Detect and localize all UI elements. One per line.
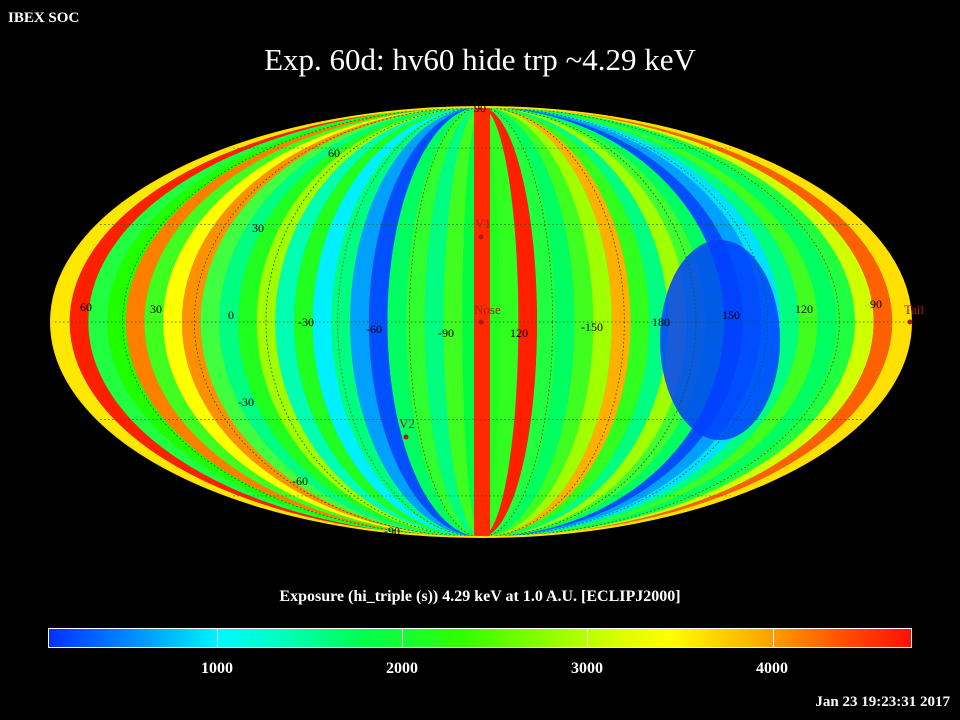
longitude-label: 60 <box>80 300 92 314</box>
svg-text:V1: V1 <box>475 216 491 231</box>
marker-v1: V1 <box>475 216 491 240</box>
colorbar-tick <box>217 629 218 647</box>
exposure-stripe <box>474 107 490 537</box>
longitude-label: 180 <box>652 315 670 329</box>
colorbar-label-3000: 3000 <box>571 660 603 677</box>
timestamp: Jan 23 19:23:31 2017 <box>815 694 950 710</box>
svg-text:Tail: Tail <box>904 302 924 317</box>
colorbar-tick <box>773 629 774 647</box>
longitude-label: 0 <box>228 308 234 322</box>
longitude-label: -90 <box>438 326 454 340</box>
latitude-label: 30 <box>252 221 264 235</box>
exposure-stripe <box>350 107 481 537</box>
exposure-stripe <box>481 107 612 537</box>
exposure-stripe <box>481 107 538 537</box>
latitude-label: -30 <box>238 395 254 409</box>
exposure-stripe <box>368 107 481 537</box>
exposure-stripe <box>387 107 481 537</box>
low-exposure-region <box>660 240 780 440</box>
longitude-label: -60 <box>366 322 382 336</box>
exposure-stripe <box>481 107 594 537</box>
exposure-stripe <box>481 107 556 537</box>
longitude-label: 150 <box>722 308 740 322</box>
map-stripes <box>51 107 911 537</box>
latitude-label: 60 <box>328 146 340 160</box>
colorbar-label-2000: 2000 <box>386 660 418 677</box>
exposure-stripe <box>406 107 481 537</box>
longitude-label: -150 <box>581 320 603 334</box>
marker-tail: Tail <box>904 302 924 325</box>
svg-text:V2: V2 <box>399 416 415 431</box>
longitude-label: 30 <box>150 302 162 316</box>
exposure-stripe <box>424 107 481 537</box>
colorbar <box>48 628 912 648</box>
corner-label: IBEX SOC <box>8 10 80 26</box>
latitude-label: -60 <box>292 474 308 488</box>
longitude-label: 120 <box>795 302 813 316</box>
meridian-gridline <box>408 107 554 537</box>
latitude-label: -90 <box>384 524 400 538</box>
colorbar-label-4000: 4000 <box>756 660 788 677</box>
colorbar-label-1000: 1000 <box>201 660 233 677</box>
longitude-label: -30 <box>298 315 314 329</box>
longitude-label: 90 <box>870 297 882 311</box>
colorbar-title: Exposure (hi_triple (s)) 4.29 keV at 1.0… <box>279 588 681 605</box>
longitude-label: 120 <box>510 326 528 340</box>
svg-text:Nose: Nose <box>474 302 501 317</box>
map-title: Exp. 60d: hv60 hide trp ~4.29 keV <box>264 42 696 77</box>
marker-v2: V2 <box>399 416 415 440</box>
colorbar-tick <box>402 629 403 647</box>
colorbar-tick <box>587 629 588 647</box>
latitude-label: 90 <box>474 101 486 115</box>
marker-nose: Nose <box>474 302 501 325</box>
exposure-stripe <box>481 107 575 537</box>
